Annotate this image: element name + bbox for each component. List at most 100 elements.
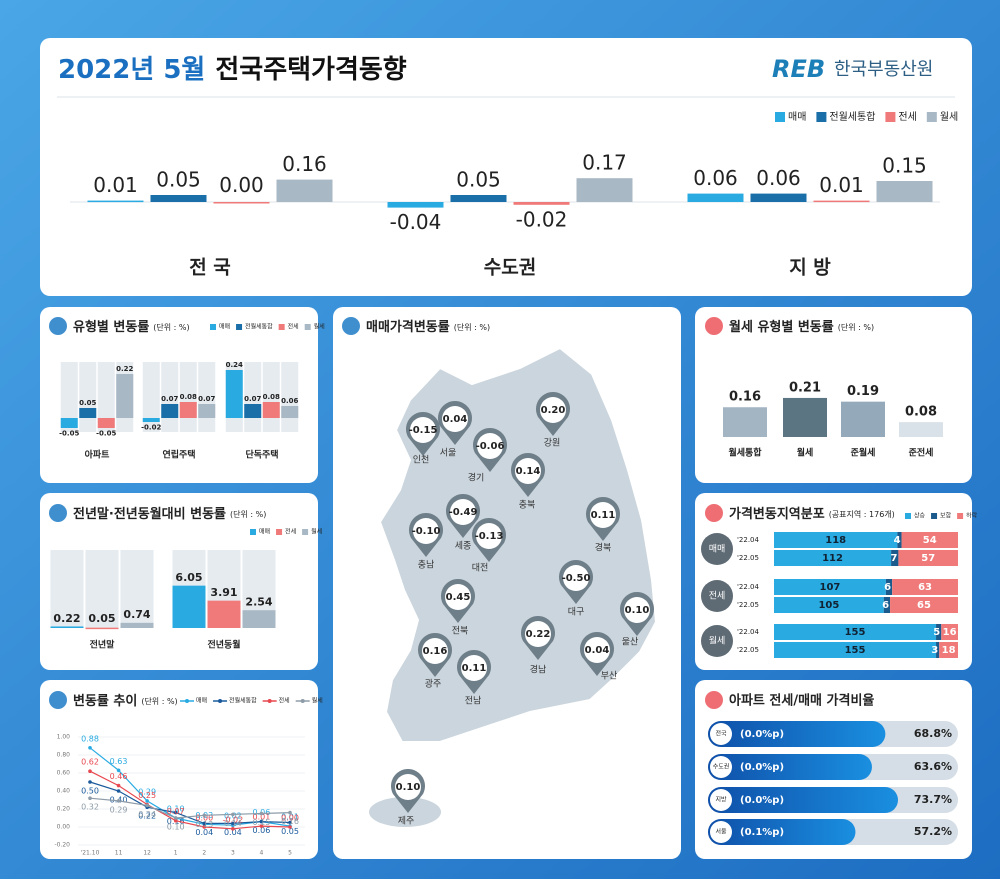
segment [774,532,898,548]
pin-face [461,655,487,681]
segment [774,550,892,566]
point [288,825,292,829]
value-label: -0.02 [141,424,161,432]
segment [901,532,958,548]
category-label: 수도권 [713,763,730,771]
value-label: 0.46 [110,772,128,781]
pin-value: 0.11 [591,510,616,521]
point [173,816,178,820]
legend-dot [218,699,223,703]
unit: (단위 : %) [153,322,189,332]
value-label: -0.02 [223,815,244,824]
panel [40,307,318,483]
point [259,811,264,816]
value-label: 0.10 [167,805,185,814]
bar [262,402,280,418]
value-label: 0.07 [167,807,185,816]
bar-background [120,550,154,628]
map-island [369,797,441,827]
region-label: 경남 [530,664,547,676]
legend-label: 상승 [914,512,926,520]
value-label: 0.24 [138,810,156,819]
panel [695,307,972,483]
segment-label: 112 [822,553,843,564]
legend-label: 전월세통합 [245,323,273,331]
bar [172,585,206,628]
bar [120,622,154,628]
value-label: 0.05 [88,612,115,625]
legend-swatch [905,513,911,519]
segment-label: 65 [917,600,931,611]
segment [897,532,902,548]
bar [576,178,633,202]
region-label: 강원 [544,438,561,449]
change-label: (0.0%p) [740,795,784,806]
legend-label: 전세 [279,697,290,705]
pin-value: -0.49 [449,507,478,518]
region-label: 인천 [413,455,430,466]
value-label: 68.8% [914,727,952,740]
bar [723,407,767,437]
bar-background [50,550,84,628]
pin-face [445,584,471,610]
bar [60,418,78,428]
panel-title: 가격변동지역분포 (공표지역 : 176개) [729,506,895,522]
pin-value: 0.16 [423,646,448,657]
value-label: 0.16 [729,390,761,405]
segment [941,624,958,640]
point [116,789,121,793]
legend-label: 전세 [285,528,296,536]
pin-face [563,565,589,591]
unit: (단위 : %) [230,509,266,519]
panel-title: 전년말·전년동월대비 변동률 (단위 : %) [73,506,266,522]
point [145,803,149,808]
title: 가격변동지역분포 [729,506,825,522]
legend-label: 전세 [288,323,299,331]
bar [783,397,827,437]
segment [939,642,958,658]
pin-value: -0.06 [476,441,505,452]
y-tick-label: 0.20 [57,806,71,813]
point [231,827,235,831]
bar [708,819,856,845]
row-label: '22.05 [737,554,759,562]
legend-dot [267,699,272,703]
segment-label: 7 [890,553,897,564]
group-badge [701,533,733,565]
value-label: 0.29 [138,787,156,796]
panel-title: 유형별 변동률 (단위 : %) [73,319,190,335]
value-label: 2.54 [245,596,272,609]
value-label: 0.05 [456,168,501,192]
segment-label: 6 [884,582,891,593]
panel-title: 월세 유형별 변동률 (단위 : %) [729,319,874,335]
pin-face [442,406,468,432]
value-label: -0.04 [390,210,442,234]
icon [49,691,67,709]
icon [49,317,67,335]
bar [207,600,241,628]
bar [513,202,570,205]
x-tick-label: 5 [288,850,292,857]
y-tick-label: 0.80 [57,752,71,759]
segment [774,624,937,640]
value-label: 0.05 [156,168,201,192]
segment-label: 105 [818,600,839,611]
value-label: 0.01 [281,813,299,822]
title: 전년말·전년동월대비 변동률 [73,506,226,522]
segment-label: 63 [918,582,932,593]
value-label: 0.05 [79,399,96,407]
point [202,825,207,829]
legend-dot [185,699,189,703]
x-tick-label: 1 [174,850,178,857]
point [88,746,92,750]
value-label: 0.19 [847,384,879,399]
category-label: 월세통합 [728,447,762,459]
segment-label: 3 [931,645,938,656]
group-badge [701,625,733,657]
segment-label: 57 [921,553,935,564]
y-tick-label: 0.40 [57,788,71,795]
bar [899,422,943,437]
group-label: 매매 [709,544,726,555]
value-label: 57.2% [914,825,952,838]
row-label: '22.04 [737,628,760,636]
